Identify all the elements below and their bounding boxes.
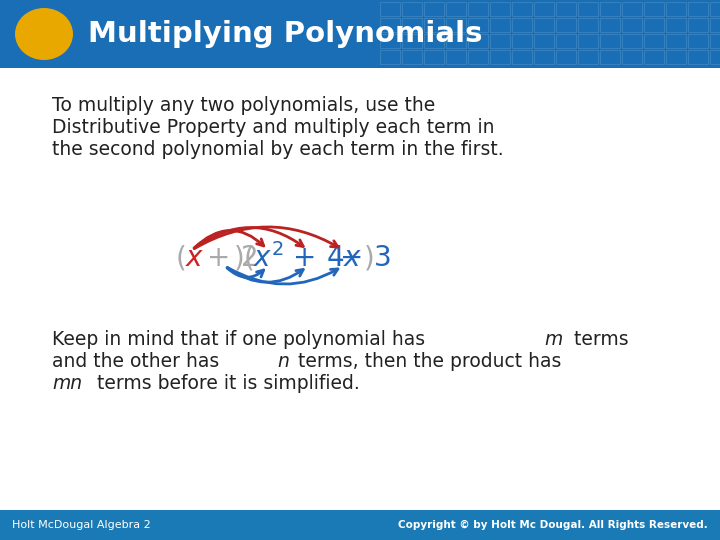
- Bar: [402, 34, 422, 48]
- Text: Copyright © by Holt Mc Dougal. All Rights Reserved.: Copyright © by Holt Mc Dougal. All Right…: [398, 520, 708, 530]
- Bar: [0, 0, 720, 68]
- Text: n: n: [277, 352, 289, 371]
- Text: $x$: $x$: [185, 244, 204, 272]
- Text: $($: $($: [243, 244, 253, 273]
- Bar: [666, 50, 686, 64]
- Bar: [424, 34, 444, 48]
- Bar: [556, 34, 576, 48]
- Bar: [556, 18, 576, 32]
- Text: Multiplying Polynomials: Multiplying Polynomials: [88, 20, 482, 48]
- Bar: [490, 18, 510, 32]
- Bar: [446, 34, 466, 48]
- Bar: [644, 34, 664, 48]
- Bar: [490, 34, 510, 48]
- Bar: [600, 50, 620, 64]
- Text: $\,+\,2$: $\,+\,2$: [197, 244, 257, 272]
- Bar: [578, 18, 598, 32]
- Bar: [0, 510, 720, 540]
- Bar: [468, 2, 488, 16]
- Bar: [710, 18, 720, 32]
- Text: terms before it is simplified.: terms before it is simplified.: [91, 374, 360, 393]
- Text: $($: $($: [175, 244, 186, 273]
- Bar: [380, 2, 400, 16]
- Bar: [666, 34, 686, 48]
- Bar: [512, 2, 532, 16]
- Bar: [490, 50, 510, 64]
- Bar: [402, 50, 422, 64]
- Bar: [578, 2, 598, 16]
- Bar: [512, 18, 532, 32]
- Bar: [468, 50, 488, 64]
- Bar: [402, 2, 422, 16]
- Bar: [556, 50, 576, 64]
- Bar: [644, 18, 664, 32]
- Bar: [710, 34, 720, 48]
- Bar: [534, 50, 554, 64]
- Bar: [424, 18, 444, 32]
- Bar: [380, 18, 400, 32]
- Bar: [490, 2, 510, 16]
- Bar: [600, 2, 620, 16]
- Bar: [402, 18, 422, 32]
- Bar: [556, 2, 576, 16]
- Text: Holt McDougal Algebra 2: Holt McDougal Algebra 2: [12, 520, 150, 530]
- Bar: [424, 2, 444, 16]
- Bar: [688, 18, 708, 32]
- Bar: [578, 34, 598, 48]
- Bar: [644, 2, 664, 16]
- Text: $x^{2}$: $x^{2}$: [253, 243, 284, 273]
- Bar: [534, 18, 554, 32]
- Bar: [622, 2, 642, 16]
- Text: Keep in mind that if one polynomial has: Keep in mind that if one polynomial has: [52, 330, 431, 349]
- Ellipse shape: [15, 8, 73, 60]
- Bar: [644, 50, 664, 64]
- Bar: [710, 50, 720, 64]
- Bar: [380, 50, 400, 64]
- Text: $)$: $)$: [233, 244, 243, 273]
- Text: $\,+\,4x$: $\,+\,4x$: [283, 244, 362, 272]
- Bar: [424, 50, 444, 64]
- Bar: [710, 2, 720, 16]
- Bar: [688, 2, 708, 16]
- Bar: [446, 2, 466, 16]
- Bar: [534, 34, 554, 48]
- Text: and the other has: and the other has: [52, 352, 225, 371]
- Bar: [666, 2, 686, 16]
- Text: terms: terms: [568, 330, 629, 349]
- Bar: [578, 50, 598, 64]
- Text: the second polynomial by each term in the first.: the second polynomial by each term in th…: [52, 140, 503, 159]
- Bar: [512, 34, 532, 48]
- Text: To multiply any two polynomials, use the: To multiply any two polynomials, use the: [52, 96, 436, 115]
- Text: terms, then the product has: terms, then the product has: [292, 352, 562, 371]
- Bar: [622, 50, 642, 64]
- Bar: [512, 50, 532, 64]
- Bar: [446, 50, 466, 64]
- Bar: [622, 34, 642, 48]
- Bar: [468, 34, 488, 48]
- Text: $)$: $)$: [363, 244, 374, 273]
- Bar: [688, 50, 708, 64]
- Bar: [688, 34, 708, 48]
- Text: $\,-\,3$: $\,-\,3$: [330, 244, 390, 272]
- Bar: [600, 34, 620, 48]
- Text: m: m: [544, 330, 562, 349]
- Bar: [380, 34, 400, 48]
- Text: Distributive Property and multiply each term in: Distributive Property and multiply each …: [52, 118, 495, 137]
- Bar: [534, 2, 554, 16]
- Bar: [468, 18, 488, 32]
- Bar: [666, 18, 686, 32]
- Bar: [600, 18, 620, 32]
- Bar: [446, 18, 466, 32]
- Text: mn: mn: [52, 374, 82, 393]
- Bar: [622, 18, 642, 32]
